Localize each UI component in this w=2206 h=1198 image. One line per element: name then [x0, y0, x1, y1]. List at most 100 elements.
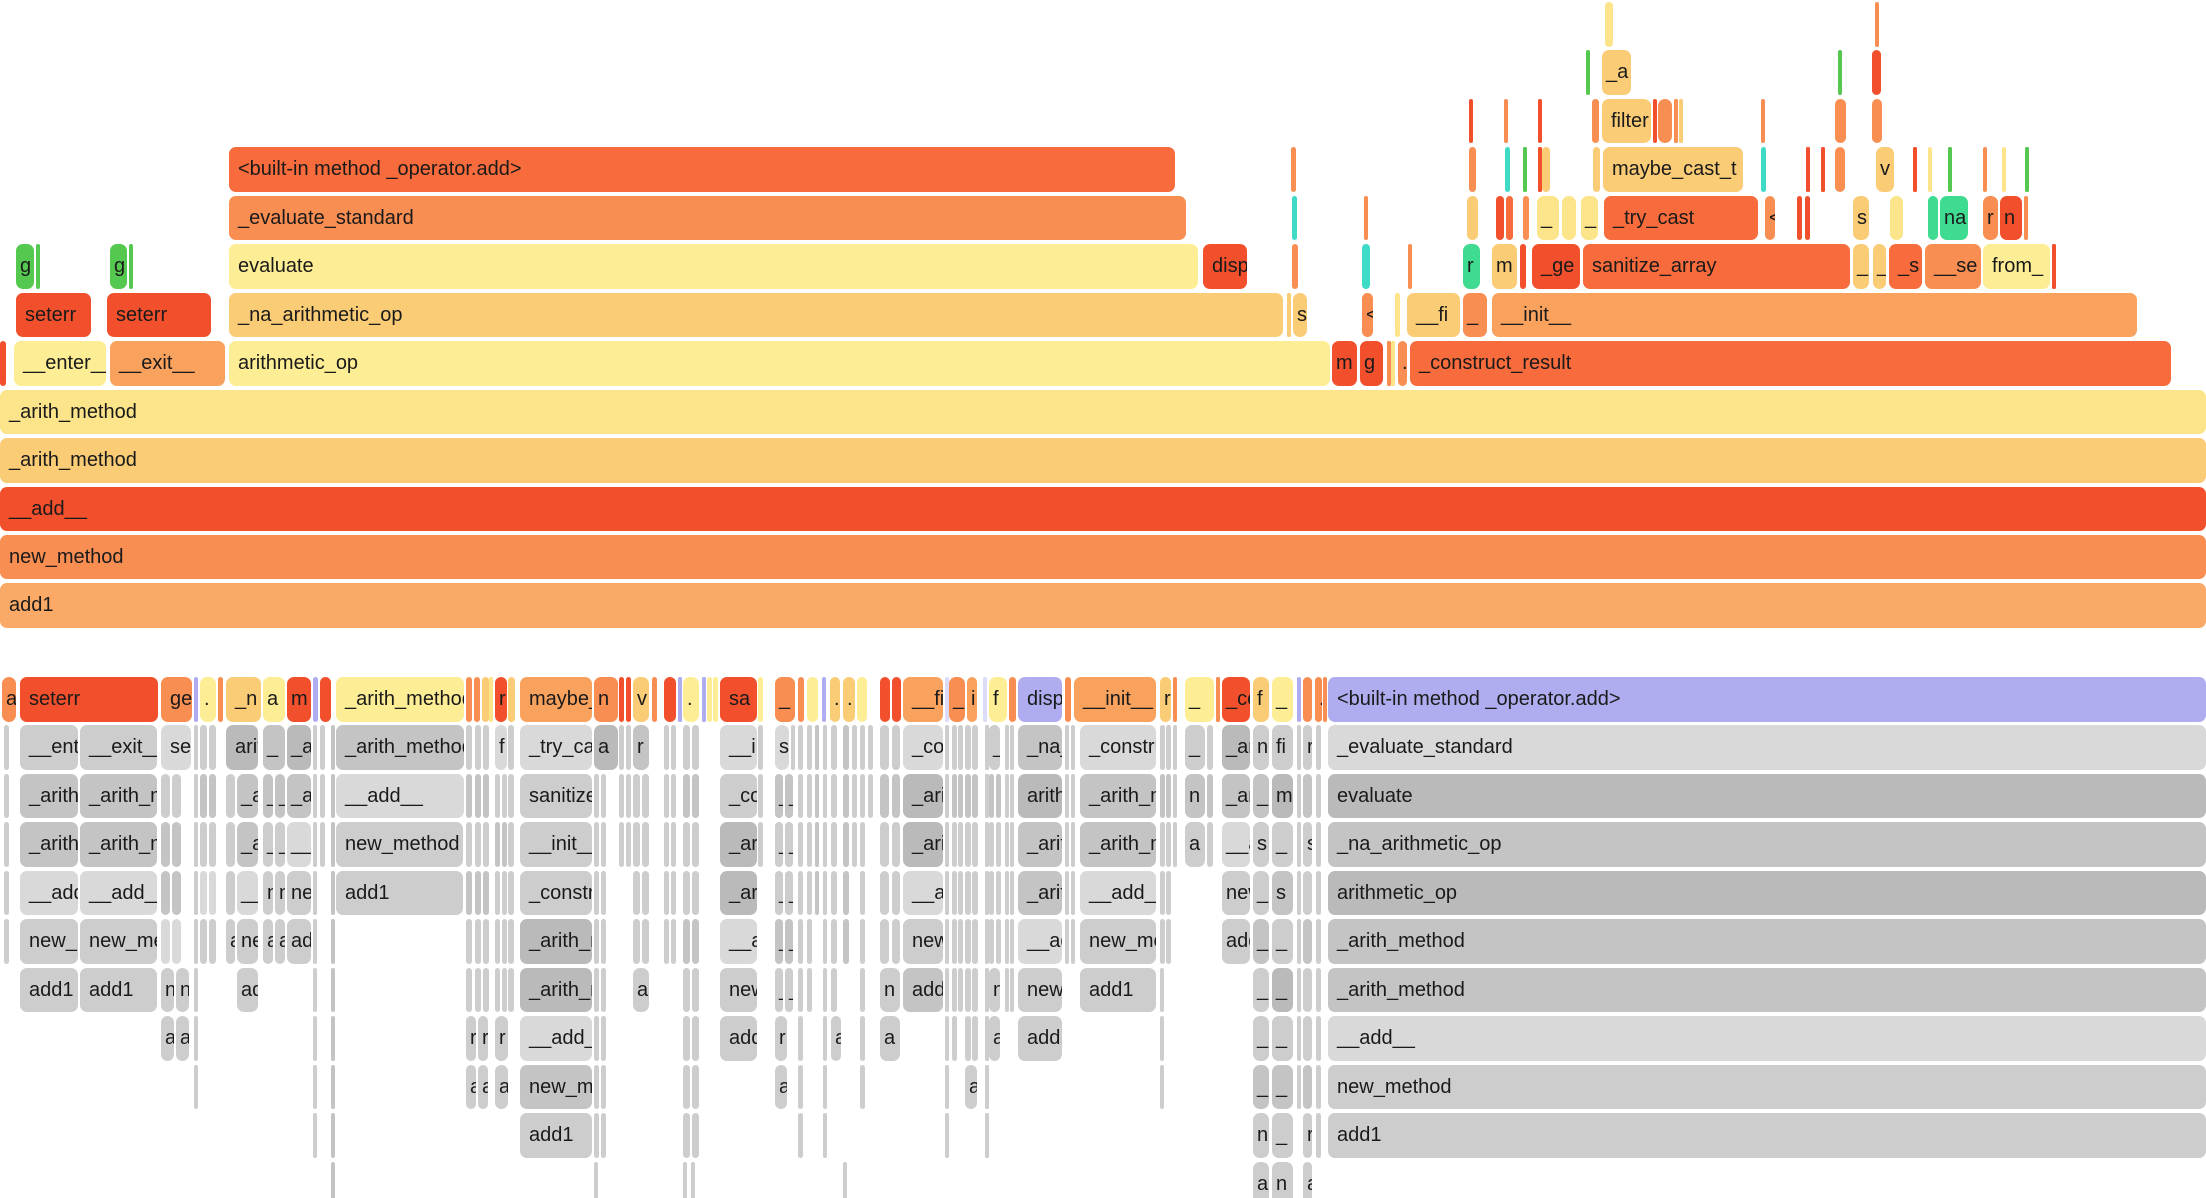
frame-add[interactable]: __add__: [720, 919, 757, 964]
frame-sliver[interactable]: [945, 677, 949, 722]
frame-[interactable]: _: [1873, 244, 1886, 289]
frame-sliver[interactable]: [852, 822, 857, 867]
frame-sliver[interactable]: [36, 244, 40, 289]
frame-sliver[interactable]: [1207, 773, 1213, 819]
frame-sliver[interactable]: [1316, 773, 1321, 819]
frame-sliver[interactable]: [996, 773, 1001, 819]
frame-new-method[interactable]: new_method: [336, 822, 463, 867]
frame-sliver[interactable]: [172, 773, 181, 819]
frame-n[interactable]: n: [176, 967, 189, 1013]
frame-ne[interactable]: ne: [1253, 1113, 1269, 1158]
frame-sliver[interactable]: [692, 870, 699, 916]
frame-sliver[interactable]: [642, 773, 649, 819]
frame-sliver[interactable]: [965, 870, 971, 916]
frame-sliver[interactable]: [958, 725, 963, 770]
frame-sanitize-array[interactable]: sanitize_array: [1583, 244, 1850, 289]
frame-sliver[interactable]: [945, 919, 949, 964]
frame-new-method[interactable]: new_method: [520, 1064, 592, 1110]
frame-sliver[interactable]: [313, 870, 317, 916]
frame-add1[interactable]: add1: [1018, 1016, 1062, 1061]
frame-[interactable]: _: [263, 725, 285, 770]
frame-sliver[interactable]: [1316, 1016, 1321, 1061]
frame-from[interactable]: from_: [1983, 244, 2050, 289]
frame-sliver[interactable]: [1875, 2, 1879, 47]
frame-add1[interactable]: add1: [287, 919, 311, 964]
frame-m[interactable]: m: [287, 677, 311, 722]
frame-add[interactable]: __add__: [1328, 1016, 2206, 1061]
frame-arith-method[interactable]: _arith_method: [903, 822, 943, 867]
frame-sliver[interactable]: [226, 822, 235, 867]
frame-add[interactable]: __add__: [80, 870, 157, 916]
frame-sliver[interactable]: [4, 870, 9, 916]
frame-sliver[interactable]: [475, 725, 481, 770]
frame-sliver[interactable]: [952, 870, 957, 916]
frame-sliver[interactable]: [594, 773, 599, 819]
frame-n[interactable]: n: [161, 967, 174, 1013]
frame-new-method[interactable]: new_method: [1328, 1064, 2206, 1110]
frame-sliver[interactable]: [1316, 822, 1321, 867]
frame-sliver[interactable]: [831, 870, 837, 916]
frame-sliver[interactable]: [831, 773, 837, 819]
frame-sliver[interactable]: [601, 919, 606, 964]
frame-add1[interactable]: add1: [1328, 1113, 2206, 1158]
frame-sliver[interactable]: [758, 822, 763, 867]
frame-arith-method[interactable]: _arith_method: [80, 822, 157, 867]
frame-sliver[interactable]: [601, 822, 606, 867]
frame-sliver[interactable]: [1303, 870, 1312, 916]
frame-ge[interactable]: _ge: [1532, 244, 1580, 289]
frame-sliver[interactable]: [1408, 244, 1412, 289]
frame-m[interactable]: m: [1332, 341, 1357, 386]
frame-fi[interactable]: __fi: [903, 677, 943, 722]
frame-sliver[interactable]: [200, 822, 207, 867]
frame-sliver[interactable]: [502, 919, 507, 964]
frame-r[interactable]: r: [1983, 195, 1998, 241]
frame-sliver[interactable]: [129, 244, 133, 289]
frame-sliver[interactable]: [831, 725, 837, 770]
frame-sliver[interactable]: [1983, 147, 1987, 192]
frame-sliver[interactable]: [972, 773, 978, 819]
frame-sliver[interactable]: [4, 822, 9, 867]
frame-sliver[interactable]: [996, 822, 1001, 867]
frame-sliver[interactable]: [1160, 822, 1165, 867]
frame-sliver[interactable]: [860, 919, 865, 964]
frame-n[interactable]: n: [2000, 195, 2022, 241]
frame-sliver[interactable]: [692, 1113, 699, 1158]
frame-sliver[interactable]: [1065, 677, 1071, 722]
frame-sliver[interactable]: [958, 773, 963, 819]
frame-sliver[interactable]: [313, 773, 317, 819]
frame-sliver[interactable]: [633, 919, 640, 964]
frame-init[interactable]: __init__: [720, 725, 757, 770]
frame-sliver[interactable]: [1160, 1064, 1164, 1110]
frame-sliver[interactable]: [1166, 870, 1171, 916]
frame-sliver[interactable]: [952, 822, 957, 867]
frame-sliver[interactable]: [692, 919, 699, 964]
frame-sliver[interactable]: [1010, 725, 1014, 770]
frame-sliver[interactable]: [320, 725, 325, 770]
frame-sliver[interactable]: [791, 725, 795, 770]
frame-sliver[interactable]: [1216, 677, 1220, 722]
frame-sliver[interactable]: [1316, 967, 1321, 1013]
frame-arithmetic-op[interactable]: arithmetic_op: [1328, 870, 2206, 916]
frame-sliver[interactable]: [633, 822, 640, 867]
frame-[interactable]: .: [200, 677, 216, 722]
frame-sliver[interactable]: [996, 919, 1001, 964]
frame-sliver[interactable]: [209, 870, 216, 916]
frame-sliver[interactable]: [1065, 725, 1069, 770]
frame-sliver[interactable]: [2052, 244, 2056, 289]
frame-[interactable]: .: [830, 677, 840, 722]
frame-sliver[interactable]: [194, 822, 198, 867]
frame-sliver[interactable]: [965, 967, 971, 1013]
frame-sliver[interactable]: [1009, 677, 1016, 722]
frame-new-method[interactable]: new_method: [1018, 967, 1062, 1013]
frame-n[interactable]: n: [275, 870, 285, 916]
frame-sliver[interactable]: [692, 773, 699, 819]
frame-sliver[interactable]: [815, 725, 819, 770]
frame-sliver[interactable]: [692, 967, 699, 1013]
frame-sliver[interactable]: [945, 967, 949, 1013]
frame-sliver[interactable]: [880, 870, 889, 916]
frame-sliver[interactable]: [1469, 147, 1476, 192]
frame-sliver[interactable]: [1005, 919, 1009, 964]
frame-sliver[interactable]: [1593, 147, 1600, 192]
frame-sliver[interactable]: [852, 725, 857, 770]
frame-sliver[interactable]: [1316, 725, 1321, 770]
